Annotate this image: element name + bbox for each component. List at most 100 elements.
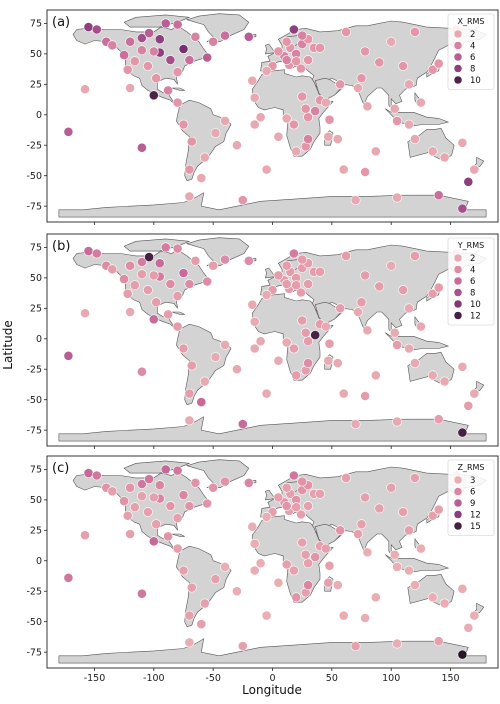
data-point [190, 31, 201, 42]
data-point [210, 352, 221, 362]
legend-marker [453, 29, 463, 39]
data-point [404, 525, 414, 536]
data-point [184, 388, 195, 399]
data-point [247, 75, 258, 86]
data-point [315, 266, 325, 277]
data-point [362, 325, 373, 336]
data-point [273, 355, 284, 366]
legend-marker [453, 75, 463, 85]
data-point [370, 146, 381, 157]
y-tick-label: 75 [30, 465, 42, 476]
data-point [300, 103, 311, 114]
data-point [184, 191, 195, 202]
data-point [172, 513, 183, 523]
data-point [433, 636, 444, 647]
data-point [303, 55, 313, 65]
panel-2: 75 50 25 0 -25 -50 -75 (b) Y_RMS 2 46 810 12 [26, 233, 499, 449]
data-point [148, 536, 159, 547]
data-point [433, 414, 444, 425]
data-point [249, 92, 260, 103]
data-point [125, 307, 136, 317]
land-antarctica [58, 192, 487, 218]
data-point [374, 281, 385, 292]
data-point [178, 490, 189, 500]
data-point [356, 519, 367, 530]
data-point [323, 355, 334, 366]
land-antarctica [58, 638, 487, 664]
data-point [409, 26, 420, 37]
data-point [148, 270, 159, 281]
data-point [148, 314, 159, 325]
data-point [144, 474, 154, 484]
land-uk [265, 489, 276, 501]
data-point [249, 565, 260, 576]
data-point [281, 260, 292, 271]
data-point [122, 288, 133, 299]
data-point [184, 415, 195, 426]
data-point [404, 565, 414, 576]
data-point [172, 19, 183, 30]
legend-marker [453, 265, 463, 274]
data-point [231, 586, 242, 597]
data-point [237, 419, 248, 429]
data-point [360, 492, 370, 503]
data-point [210, 128, 221, 138]
data-point [136, 257, 147, 267]
data-point [291, 56, 302, 67]
data-point [148, 46, 159, 57]
data-point [353, 307, 363, 317]
data-point [320, 321, 331, 332]
data-point [303, 134, 313, 144]
data-point [353, 83, 363, 93]
legend-label: 4 [470, 266, 475, 276]
data-point [353, 529, 363, 539]
x-tick-label: 150 [441, 673, 459, 684]
data-point [165, 55, 176, 65]
data-point [389, 327, 400, 338]
data-point [261, 388, 272, 399]
data-point [324, 338, 335, 349]
data-point [360, 46, 370, 57]
legend-marker [453, 510, 463, 519]
data-point [220, 476, 230, 487]
data-point [332, 358, 343, 368]
data-point [107, 264, 118, 275]
data-point [356, 297, 367, 308]
legend: X_RMS 2 46 810 [447, 13, 495, 90]
data-point [341, 250, 351, 261]
data-point [457, 137, 468, 148]
data-point [469, 164, 480, 175]
data-point [409, 580, 420, 590]
data-point [360, 167, 370, 177]
data-point [148, 492, 159, 503]
data-point [386, 36, 397, 47]
data-point [237, 641, 248, 651]
data-point [107, 486, 118, 497]
data-point [172, 243, 183, 254]
data-point [457, 583, 468, 594]
legend-title: Z_RMS [457, 463, 484, 472]
data-point [91, 24, 102, 35]
data-point [427, 510, 438, 521]
data-point [184, 279, 195, 289]
data-point [310, 106, 321, 116]
data-point [297, 91, 308, 102]
data-point [288, 343, 299, 354]
x-tick-label: -100 [143, 673, 165, 684]
data-point [427, 146, 438, 157]
land-cuba [171, 311, 185, 315]
data-point [184, 637, 195, 648]
data-point [439, 376, 450, 387]
data-point [389, 549, 400, 560]
y-tick-label: -75 [26, 647, 42, 658]
data-point [281, 279, 292, 289]
legend-marker [453, 487, 463, 496]
land-south-america [176, 545, 232, 627]
legend-marker [453, 41, 463, 50]
panel-3: 75 50 25 0 -25 -50 -75 -150 -100 -50 0 50 100 150 (c) Z… [26, 455, 499, 684]
y-tick-label: -50 [26, 171, 42, 182]
data-point [186, 136, 197, 147]
data-point [415, 321, 426, 332]
data-point [172, 465, 183, 476]
data-point [463, 400, 474, 411]
